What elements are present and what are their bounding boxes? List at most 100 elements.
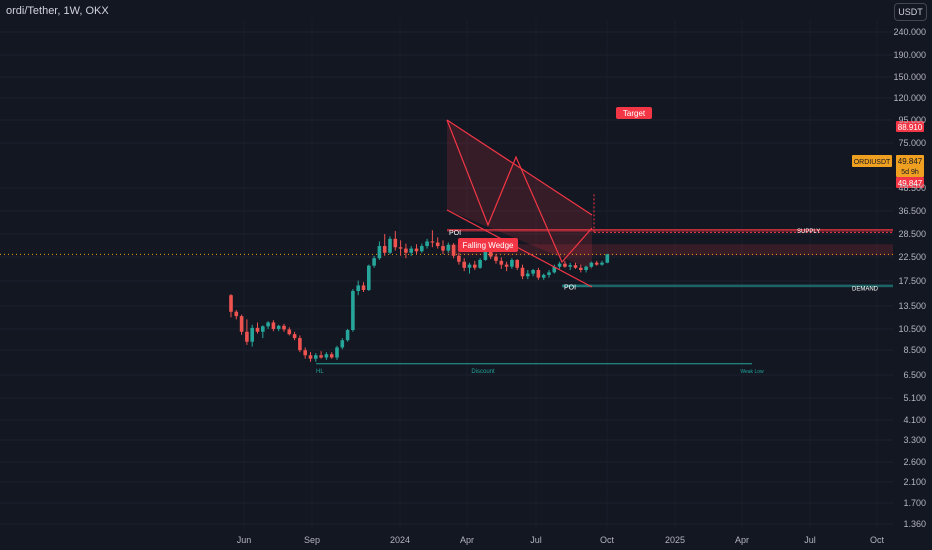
candle-body [446,244,451,251]
candle-body [526,273,530,277]
candle [494,254,498,264]
candle-body [361,285,366,290]
symbol-tag-text: ORDIUSDT [854,159,891,166]
candle [573,262,578,269]
x-tick-label: Jun [237,535,252,545]
candle-body [335,347,339,358]
candle-body [594,262,599,265]
y-tick-label: 28.500 [898,229,926,239]
candle-body [319,355,323,358]
candle-body [351,290,355,331]
y-axis: 240.000 190.000 150.000 120.000 95.000 75.000… [893,27,926,529]
target-price-value: 88.910 [898,123,923,132]
candle-body [324,354,329,358]
candle-body [414,248,419,252]
candle [547,270,551,278]
candle [229,294,233,318]
x-tick-label: Oct [600,535,615,545]
candle [584,265,588,273]
candle [382,234,387,256]
y-tick-label: 120.000 [893,93,926,103]
candle-body [457,255,461,262]
countdown-value: 5d 9h [901,169,919,176]
candle-body [430,241,435,243]
candle-body [478,259,482,268]
supply-zone [447,229,893,232]
symbol-title: ordi/Tether, 1W, OKX [6,5,109,17]
candle [282,323,286,332]
candle [345,328,350,342]
candle [351,289,355,332]
candle-body [568,265,572,267]
symbol-price-tag [896,155,924,177]
candle [589,261,594,268]
candle [398,240,403,256]
candle-body [425,241,429,247]
candle-body [250,327,254,342]
candle [467,262,472,274]
candle [255,322,260,334]
candle [451,243,456,259]
y-tick-label: 36.500 [898,206,926,216]
x-tick-label: Oct [870,535,885,545]
demand-poi-box [562,284,592,288]
candle [261,325,265,339]
candle [303,347,307,359]
demand-label: DEMAND [852,287,879,293]
y-tick-label: 48.500 [898,183,926,193]
candle-body [600,262,604,265]
candle-body [229,295,233,312]
candle-body [367,265,371,290]
y-tick-label: 4.100 [903,415,926,425]
candle [329,352,334,359]
candle [356,280,360,296]
candle [557,261,562,269]
candle [271,320,276,332]
candle [594,260,599,266]
candle [340,338,345,350]
candle-body [573,265,578,268]
candle-body [584,266,588,271]
candle [239,314,244,335]
candle [308,352,313,362]
falling-wedge-label: Falling Wedge [463,241,515,250]
candle-body [504,264,509,267]
candle [388,236,392,255]
target-label-box [616,107,652,119]
candle-body [499,260,504,265]
candle [536,267,541,280]
candle [409,246,413,256]
hl-label: HL [316,369,324,375]
candle-body [563,263,567,267]
x-tick-label: 2024 [390,535,410,545]
candle [504,261,509,272]
candle-body [451,244,456,256]
candle [462,258,466,272]
candle [335,345,339,360]
y-tick-label: 5.100 [903,393,926,403]
candle [526,270,530,280]
candle-body [409,248,413,253]
wedge-fill [447,120,592,270]
candle-body [287,329,292,335]
candle-body [579,267,583,271]
candle-body [388,238,392,253]
y-tick-label: 22.500 [898,252,926,262]
candle [457,252,461,265]
candle-body [547,272,551,275]
currency-button[interactable]: USDT [894,3,927,21]
candle [404,243,408,259]
candle [441,240,445,255]
current-price-value: 49.847 [898,179,923,188]
y-tick-label: 8.500 [903,345,926,355]
candle [552,264,557,274]
x-tick-label: Jul [804,535,816,545]
candle [568,262,572,271]
zones [0,120,893,365]
candle [393,231,398,251]
candle-body [340,340,345,348]
candle-body [531,270,535,274]
candle-body [420,246,424,252]
candle-body [292,334,297,339]
